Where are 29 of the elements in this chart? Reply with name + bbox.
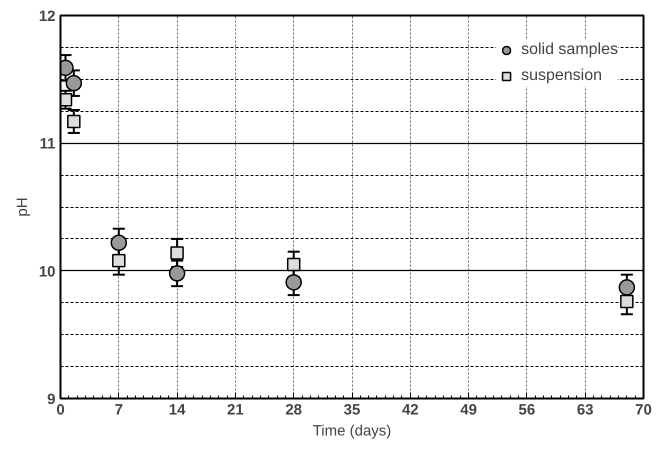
point <box>170 246 184 260</box>
legend-label: solid samples <box>521 41 618 59</box>
point <box>286 258 300 272</box>
x-tick-label: 0 <box>56 402 65 418</box>
y-tick-label: 12 <box>38 8 56 25</box>
legend-label: suspension <box>521 67 602 85</box>
x-tick-label: 21 <box>227 402 244 418</box>
point <box>618 279 636 296</box>
x-axis-title: Time (days) <box>312 422 392 440</box>
x-tick-label: 63 <box>576 402 594 418</box>
x-tick-label: 49 <box>460 402 477 418</box>
point <box>285 274 302 291</box>
y-tick-label: 9 <box>47 391 56 408</box>
x-tick-label: 35 <box>344 402 360 418</box>
x-tick-label: 56 <box>518 402 536 418</box>
x-tick-label: 28 <box>285 402 302 418</box>
point <box>168 265 186 282</box>
x-tick-label: 70 <box>635 402 652 418</box>
point <box>66 74 82 92</box>
point <box>110 234 128 251</box>
point <box>112 254 126 268</box>
x-tick-label: 42 <box>402 402 419 418</box>
y-tick-label: 10 <box>38 263 56 280</box>
y-axis-title: pH <box>14 197 31 217</box>
point <box>67 114 81 128</box>
x-tick-label: 14 <box>168 402 186 418</box>
y-tick-label: 11 <box>40 136 56 153</box>
x-tick-label: 7 <box>114 402 123 418</box>
point <box>620 294 634 308</box>
